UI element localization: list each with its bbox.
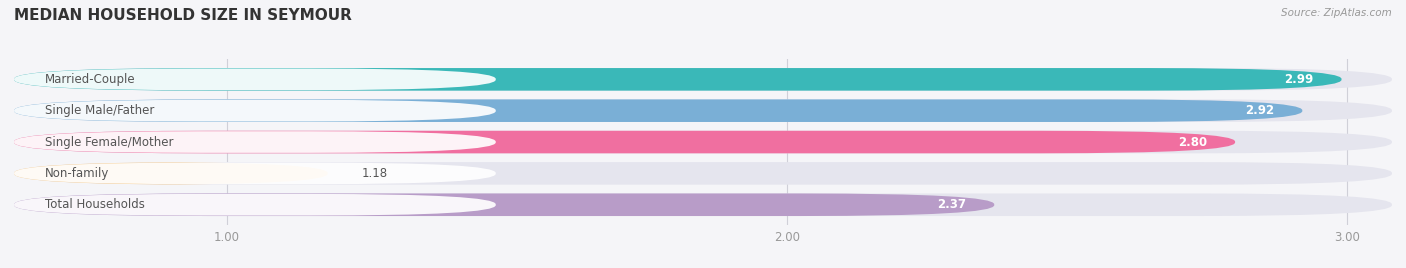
Text: Single Female/Mother: Single Female/Mother [45, 136, 173, 148]
Text: 2.80: 2.80 [1178, 136, 1208, 148]
Text: Source: ZipAtlas.com: Source: ZipAtlas.com [1281, 8, 1392, 18]
FancyBboxPatch shape [14, 99, 1302, 122]
FancyBboxPatch shape [14, 162, 328, 185]
Text: Total Households: Total Households [45, 198, 145, 211]
FancyBboxPatch shape [14, 193, 1392, 216]
Text: 2.99: 2.99 [1284, 73, 1313, 86]
Text: MEDIAN HOUSEHOLD SIZE IN SEYMOUR: MEDIAN HOUSEHOLD SIZE IN SEYMOUR [14, 8, 352, 23]
FancyBboxPatch shape [14, 131, 1392, 153]
Text: 2.92: 2.92 [1246, 104, 1274, 117]
FancyBboxPatch shape [14, 100, 496, 121]
FancyBboxPatch shape [14, 68, 1341, 91]
FancyBboxPatch shape [14, 99, 1392, 122]
FancyBboxPatch shape [14, 163, 496, 184]
FancyBboxPatch shape [14, 131, 1234, 153]
Text: Single Male/Father: Single Male/Father [45, 104, 155, 117]
Text: Non-family: Non-family [45, 167, 110, 180]
Text: 2.37: 2.37 [938, 198, 966, 211]
FancyBboxPatch shape [14, 69, 496, 90]
FancyBboxPatch shape [14, 162, 1392, 185]
FancyBboxPatch shape [14, 68, 1392, 91]
Text: 1.18: 1.18 [361, 167, 388, 180]
FancyBboxPatch shape [14, 131, 496, 153]
Text: Married-Couple: Married-Couple [45, 73, 135, 86]
FancyBboxPatch shape [14, 194, 496, 215]
FancyBboxPatch shape [14, 193, 994, 216]
